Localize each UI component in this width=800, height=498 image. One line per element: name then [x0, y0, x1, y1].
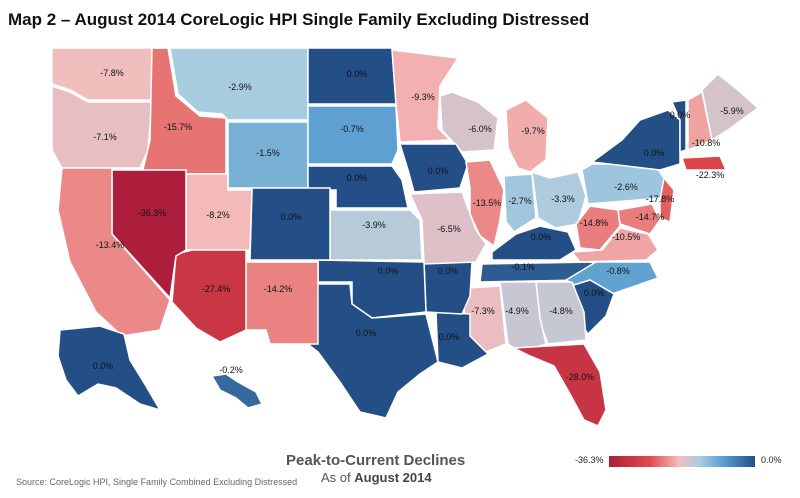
state-az — [171, 247, 247, 343]
state-label-sc: 0.0% — [584, 288, 605, 298]
state-label-in: -2.7% — [508, 196, 532, 206]
state-oh — [531, 170, 587, 229]
state-label-mn: -9.3% — [411, 92, 435, 102]
states-layer — [51, 47, 760, 427]
state-mi — [505, 99, 549, 173]
state-label-va: -10.5% — [612, 232, 641, 242]
state-label-me: -5.9% — [720, 106, 744, 116]
state-me — [701, 72, 760, 142]
legend-title: Peak-to-Current Declines — [286, 452, 466, 469]
state-label-wa: -7.8% — [100, 68, 124, 78]
state-label-nj: -17.8% — [646, 194, 675, 204]
state-label-mt: -2.9% — [228, 82, 252, 92]
state-al — [499, 281, 547, 353]
state-vt — [670, 99, 687, 154]
state-label-ca: -13.4% — [96, 240, 125, 250]
state-label-tn: -0.1% — [511, 262, 535, 272]
state-label-la: 0.0% — [439, 332, 460, 342]
state-label-tx: 0.0% — [356, 328, 377, 338]
state-nj — [659, 176, 675, 224]
state-label-wi: -6.0% — [468, 124, 492, 134]
legend-max-label: 0.0% — [761, 455, 782, 465]
state-label-ny: 0.0% — [644, 148, 665, 158]
state-fl — [511, 343, 607, 427]
state-label-oh: -3.3% — [551, 194, 575, 204]
state-wi — [439, 91, 499, 153]
state-label-sd: -0.7% — [340, 124, 364, 134]
state-label-az: -27.4% — [202, 284, 231, 294]
labels-layer: -7.8% -7.1% -15.7% -2.9% -1.5% 0.0% -0.7% 0.0% -… — [93, 68, 744, 382]
state-mn — [391, 49, 460, 143]
state-label-il: -13.5% — [473, 198, 502, 208]
state-label-nh: -10.8% — [692, 138, 721, 148]
legend-color-scale — [609, 456, 755, 467]
state-label-wy: -1.5% — [256, 148, 280, 158]
state-label-id: -15.7% — [164, 122, 193, 132]
state-co — [249, 187, 331, 261]
state-label-hi: -0.2% — [219, 365, 243, 375]
state-label-nv: -36.3% — [138, 208, 167, 218]
state-label-ga: -4.8% — [549, 306, 573, 316]
map-title: Map 2 – August 2014 CoreLogic HPI Single… — [8, 10, 590, 29]
state-ak — [57, 325, 162, 412]
state-label-ms: -7.3% — [471, 306, 495, 316]
legend-subtitle-date: August 2014 — [354, 470, 432, 485]
state-label-ma: -22.3% — [696, 170, 725, 180]
state-label-co: 0.0% — [281, 212, 302, 222]
state-ks — [329, 209, 423, 261]
state-label-ne: 0.0% — [347, 173, 368, 183]
state-il — [465, 159, 505, 248]
state-ia — [398, 143, 469, 193]
state-wv — [575, 205, 621, 251]
state-label-mo: -6.5% — [437, 224, 461, 234]
legend-subtitle-prefix: As of — [321, 470, 351, 485]
state-label-ak: 0.0% — [93, 361, 114, 371]
state-label-fl: -28.0% — [566, 372, 595, 382]
state-label-md: -14.7% — [636, 212, 665, 222]
state-label-nd: 0.0% — [347, 69, 368, 79]
state-label-al: -4.9% — [505, 306, 529, 316]
state-label-nm: -14.2% — [264, 284, 293, 294]
state-label-ok: 0.0% — [378, 266, 399, 276]
source-note: Source: CoreLogic HPI, Single Family Com… — [16, 477, 298, 487]
state-ny — [590, 109, 681, 171]
state-label-ky: 0.0% — [531, 232, 552, 242]
legend-subtitle: As of August 2014 — [321, 470, 432, 485]
state-ky — [491, 225, 577, 261]
state-in — [503, 173, 537, 233]
state-label-vt: 0.0% — [670, 110, 691, 120]
state-label-ut: -8.2% — [206, 210, 230, 220]
legend-min-label: -36.3% — [575, 455, 604, 465]
state-nm — [245, 261, 319, 345]
state-sd — [307, 105, 399, 165]
state-hi — [210, 373, 264, 409]
state-label-ar: 0.0% — [438, 266, 459, 276]
state-label-ks: -3.9% — [362, 220, 386, 230]
state-label-wv: -14.8% — [580, 218, 609, 228]
state-label-pa: -2.6% — [614, 182, 638, 192]
state-ca — [57, 167, 171, 337]
state-ma — [680, 155, 728, 171]
state-label-mi: -9.7% — [521, 126, 545, 136]
state-label-ia: 0.0% — [428, 166, 449, 176]
state-mo — [408, 191, 487, 265]
state-label-nc: -0.8% — [606, 266, 630, 276]
state-label-or: -7.1% — [93, 132, 117, 142]
